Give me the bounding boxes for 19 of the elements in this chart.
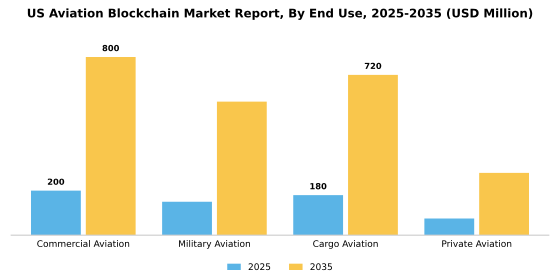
- data-label: 180: [310, 183, 326, 190]
- bar: [162, 202, 212, 236]
- x-tick-label: Cargo Aviation: [313, 240, 378, 249]
- data-label: 200: [48, 178, 64, 185]
- data-label: 720: [364, 62, 382, 70]
- chart-title: US Aviation Blockchain Market Report, By End Use, 2025-2035 (USD Million): [28, 8, 532, 20]
- bar: [293, 195, 344, 236]
- legend-label: 2035: [310, 263, 332, 270]
- bar: [424, 218, 474, 236]
- bar: [348, 74, 398, 236]
- bar: [216, 102, 267, 236]
- x-tick-label: Private Aviation: [442, 240, 512, 248]
- bar: [479, 172, 529, 236]
- x-tick-label: Commercial Aviation: [37, 240, 130, 248]
- bar: [31, 190, 81, 236]
- legend-label: 2025: [248, 263, 270, 270]
- data-label: 800: [102, 44, 120, 52]
- bar: [86, 57, 136, 236]
- x-tick-label: Military Aviation: [179, 240, 250, 249]
